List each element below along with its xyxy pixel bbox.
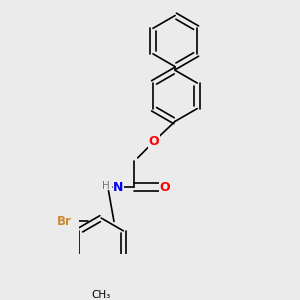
- Text: N: N: [113, 181, 123, 194]
- Text: O: O: [160, 181, 170, 194]
- Text: CH₃: CH₃: [92, 290, 111, 300]
- Text: H: H: [102, 181, 110, 191]
- Text: Br: Br: [57, 215, 72, 228]
- Text: O: O: [149, 135, 159, 148]
